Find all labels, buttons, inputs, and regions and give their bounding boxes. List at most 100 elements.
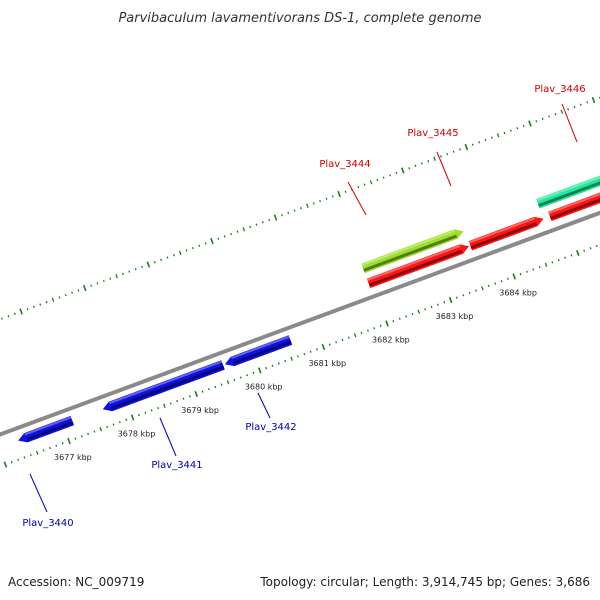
outer-tick [198, 244, 201, 247]
inner-tick [475, 289, 478, 292]
inner-tick [246, 374, 249, 377]
inner-tick [163, 403, 166, 408]
inner-tick [316, 348, 319, 351]
gene-leader-line [436, 151, 452, 187]
outer-tick [217, 237, 220, 240]
outer-tick [414, 164, 417, 168]
inner-tick [220, 383, 223, 386]
outer-tick [503, 131, 506, 135]
outer-tick [586, 101, 589, 104]
inner-tick [271, 364, 274, 367]
inner-tick [353, 333, 357, 338]
gene-leader-line [347, 181, 367, 216]
inner-tick [398, 317, 401, 320]
gene-leader-line [257, 392, 271, 419]
inner-tick [468, 291, 471, 295]
inner-tick [150, 409, 153, 412]
outer-tick [153, 261, 156, 264]
outer-tick [1, 317, 4, 320]
outer-tick [121, 272, 124, 276]
outer-tick [141, 265, 144, 269]
inner-tick [417, 309, 421, 314]
inner-tick [583, 249, 586, 252]
gene-arrow-highlight [548, 193, 600, 215]
inner-tick [29, 453, 32, 457]
inner-tick [290, 356, 293, 361]
outer-tick [102, 279, 105, 283]
inner-tick [564, 256, 567, 259]
outer-tick [357, 185, 360, 189]
outer-tick [446, 152, 449, 156]
inner-tick [373, 327, 376, 330]
gene-label: Plav_3446 [534, 84, 585, 95]
outer-tick [484, 138, 487, 142]
outer-tick [490, 136, 493, 139]
inner-tick [525, 270, 528, 273]
outer-tick [45, 300, 48, 304]
outer-tick [471, 143, 474, 146]
inner-tick [106, 425, 109, 429]
outer-tick [541, 117, 544, 121]
outer-tick [19, 308, 23, 315]
inner-tick [309, 350, 312, 353]
inner-tick [303, 352, 306, 356]
scale-tick-label: 3677 kbp [54, 453, 92, 462]
outer-tick [185, 249, 188, 252]
inner-tick [157, 406, 160, 410]
outer-tick [90, 284, 93, 287]
gene-leader-line [159, 417, 177, 457]
inner-tick [538, 265, 541, 269]
outer-tick [146, 261, 151, 268]
gene-arrow-highlight [231, 335, 290, 360]
inner-tick [462, 294, 465, 297]
inner-tick [366, 329, 369, 332]
outer-tick [573, 105, 576, 109]
outer-tick [535, 120, 538, 123]
outer-tick [344, 190, 347, 193]
outer-tick [522, 124, 525, 128]
outer-tick [528, 120, 532, 127]
outer-tick [567, 108, 570, 111]
gene-arrow-highlight [468, 217, 535, 244]
outer-tick [172, 253, 175, 257]
gene-arrow-shadow [363, 234, 458, 272]
inner-tick [194, 390, 198, 398]
outer-tick [433, 156, 436, 161]
outer-tick [82, 284, 87, 292]
outer-tick [64, 293, 67, 297]
inner-tick [48, 446, 51, 450]
inner-tick [360, 331, 363, 335]
inner-tick [487, 284, 490, 288]
gene-layer [18, 175, 600, 443]
inner-tick [265, 366, 268, 370]
outer-tick [236, 230, 239, 233]
scale-tick-label: 3682 kbp [372, 335, 410, 344]
inner-tick [296, 355, 299, 358]
inner-tick [321, 343, 326, 351]
map-title: Parvibaculum lavamentivorans DS-1, compl… [118, 11, 481, 26]
outer-tick [166, 256, 169, 259]
outer-tick [363, 183, 366, 186]
inner-tick [430, 305, 433, 309]
outer-tick [293, 209, 296, 212]
inner-tick [284, 359, 287, 363]
outer-tick [51, 297, 55, 302]
inner-tick [17, 458, 20, 461]
inner-tick [405, 315, 408, 318]
outer-tick [312, 202, 315, 205]
inner-tick [137, 413, 140, 417]
outer-tick [478, 141, 481, 144]
gene-leader-line [29, 473, 48, 513]
inner-tick [99, 427, 103, 432]
outer-tick [134, 268, 137, 271]
outer-tick [249, 225, 252, 229]
outer-tick [191, 246, 194, 250]
inner-tick [169, 402, 172, 405]
inner-tick [570, 254, 573, 257]
inner-tick [252, 371, 255, 375]
outer-tick [223, 235, 226, 238]
gene-arrow-shadow [470, 222, 538, 250]
outer-tick [26, 308, 29, 311]
outer-tick [548, 115, 551, 118]
